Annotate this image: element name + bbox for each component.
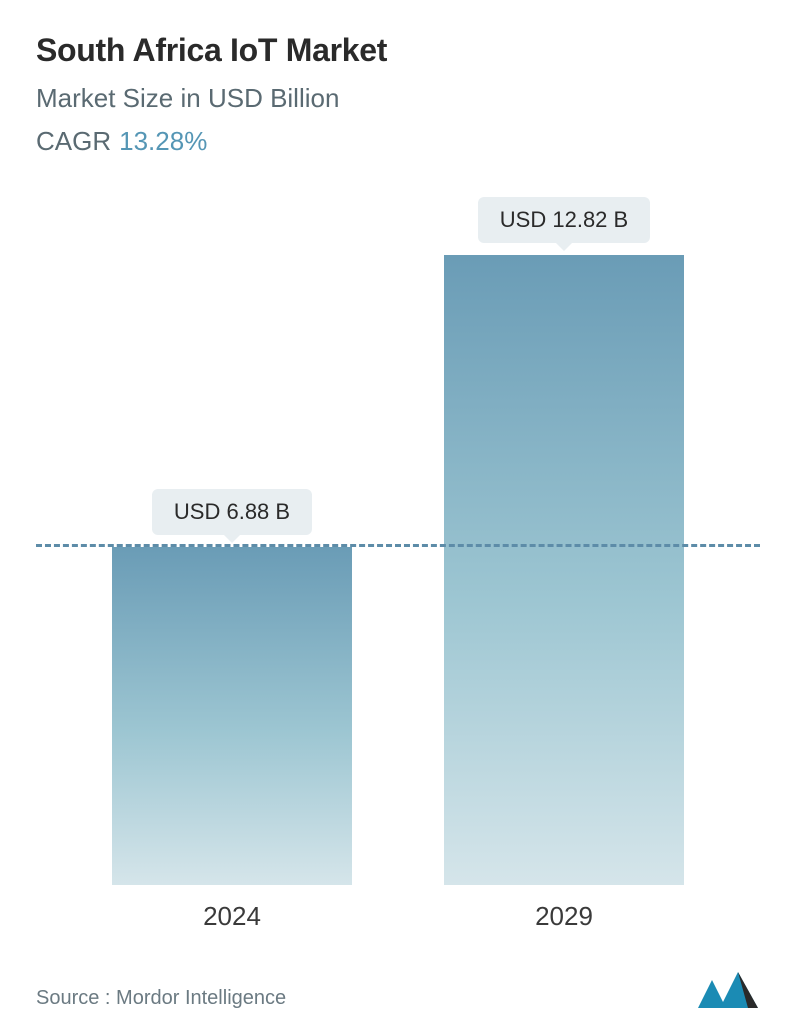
value-label-pill: USD 6.88 B <box>152 489 312 535</box>
chart-subtitle: Market Size in USD Billion <box>36 83 760 114</box>
mordor-logo-icon <box>696 970 760 1010</box>
x-axis-label: 2024 <box>107 901 357 932</box>
chart-title: South Africa IoT Market <box>36 32 760 69</box>
x-axis: 2024 2029 <box>36 885 760 932</box>
cagr-row: CAGR 13.28% <box>36 126 760 157</box>
bar <box>444 255 684 885</box>
cagr-value: 13.28% <box>119 126 207 156</box>
source-attribution: Source : Mordor Intelligence <box>36 987 286 1010</box>
bars-container: USD 6.88 B USD 12.82 B <box>36 185 760 885</box>
bar <box>112 547 352 885</box>
x-axis-label: 2029 <box>439 901 689 932</box>
cagr-label: CAGR <box>36 126 111 156</box>
reference-line <box>36 544 760 547</box>
chart-plot-area: USD 6.88 B USD 12.82 B <box>36 185 760 885</box>
value-label-pill: USD 12.82 B <box>478 197 650 243</box>
chart-footer: Source : Mordor Intelligence <box>36 970 760 1010</box>
bar-column: USD 12.82 B <box>439 197 689 885</box>
bar-column: USD 6.88 B <box>107 489 357 885</box>
